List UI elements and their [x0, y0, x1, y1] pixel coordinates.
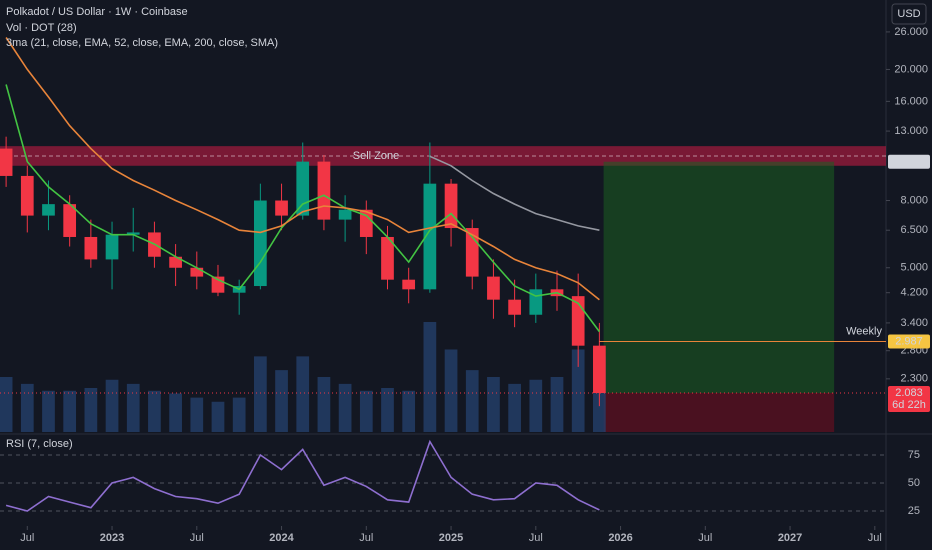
moving-average — [5, 37, 600, 301]
x-tick-label: Jul — [20, 532, 34, 544]
volume-bar — [508, 383, 521, 432]
main-pane: Weekly Sell Zone — [0, 37, 886, 432]
candle-body — [63, 204, 77, 237]
volume-bar — [402, 390, 416, 432]
y-tick-label: 4.200 — [900, 287, 928, 299]
volume-bar — [148, 390, 161, 432]
volume-bar — [317, 377, 331, 432]
y-tick-label: 13.000 — [894, 125, 928, 137]
candle-body — [402, 279, 416, 290]
volume-bar — [423, 322, 437, 432]
candle-body — [254, 200, 267, 287]
moving-average — [429, 155, 600, 231]
volume-bar — [359, 390, 373, 432]
rsi-tick-label: 50 — [908, 477, 920, 489]
x-tick-label: 2026 — [608, 532, 632, 544]
volume-bar — [105, 379, 119, 432]
candle-body — [105, 234, 119, 260]
candle-body — [84, 236, 98, 260]
volume-bar — [338, 383, 352, 432]
volume-bar — [169, 393, 182, 432]
volume-bar — [465, 370, 479, 432]
candle-body — [317, 161, 331, 220]
volume-bar — [20, 383, 34, 432]
weekly-label: Weekly — [846, 325, 882, 337]
candle-body — [20, 175, 34, 216]
y-tick-label: 3.400 — [900, 317, 928, 329]
volume-bar — [275, 370, 288, 432]
volume-bar — [84, 388, 98, 432]
y-tick-label: 20.000 — [894, 63, 928, 75]
volume-bar — [571, 349, 585, 432]
candle-body — [444, 183, 458, 229]
x-tick-label: Jul — [190, 532, 204, 544]
candle-body — [296, 161, 310, 216]
y-tick-label: 8.000 — [900, 194, 928, 206]
x-tick-label: Jul — [359, 532, 373, 544]
volume-bar — [0, 377, 13, 432]
loss-zone — [603, 393, 835, 432]
weekly-price-label: 2.987 — [895, 335, 923, 347]
last-price-label: 2.083 — [895, 387, 923, 399]
rsi-title: RSI (7, close) — [6, 438, 73, 450]
weekly-price-label-bg — [888, 334, 930, 349]
profit-zone — [603, 161, 835, 394]
volume-bar — [63, 390, 77, 432]
y-tick-label: 2.300 — [900, 373, 928, 385]
candle-body — [126, 232, 140, 235]
last-price-label-countdown: 6d 22h — [892, 399, 926, 411]
volume-bar — [550, 377, 564, 432]
candle-body — [381, 236, 394, 280]
volume-bar — [296, 356, 310, 432]
candle-body — [487, 276, 500, 300]
candle-body — [190, 267, 204, 277]
last-price-label-bg — [888, 386, 930, 413]
ma-title: 3ma (21, close, EMA, 52, close, EMA, 200… — [6, 37, 278, 49]
rsi-tick-label: 75 — [908, 449, 920, 461]
candle-body — [338, 209, 352, 220]
y-tick-label: 5.000 — [900, 262, 928, 274]
candle-body — [508, 299, 521, 315]
currency[interactable]: USD — [897, 8, 920, 20]
y-tick-label: 16.000 — [894, 95, 928, 107]
sell-zone-label: Sell Zone — [353, 150, 399, 162]
y-tick-label: 26.000 — [894, 26, 928, 38]
candle-body — [275, 200, 288, 216]
volume-title: Vol · DOT (28) — [6, 22, 77, 34]
candle-body — [359, 209, 373, 237]
candle-body — [169, 256, 182, 268]
volume-bar — [444, 349, 458, 432]
rsi-tick-label: 25 — [908, 505, 920, 517]
volume-bar — [190, 397, 204, 432]
volume-bar — [487, 377, 500, 432]
candle-body — [593, 345, 606, 394]
candle-body — [0, 148, 13, 176]
chart-title: Polkadot / US Dollar · 1W · Coinbase — [6, 6, 188, 18]
x-tick-label: Jul — [698, 532, 712, 544]
volume-bar — [42, 390, 55, 432]
target-price-label-bg — [888, 154, 930, 169]
x-tick-label: 2024 — [269, 532, 294, 544]
candle-body — [42, 204, 55, 216]
volume-bar — [126, 383, 140, 432]
x-tick-label: 2023 — [100, 532, 124, 544]
x-tick-label: 2025 — [439, 532, 463, 544]
currency-button[interactable] — [891, 3, 927, 25]
y-tick-label: 6.500 — [900, 224, 928, 236]
candle-body — [423, 183, 437, 290]
volume-bar — [381, 388, 394, 432]
volume-bar — [232, 397, 246, 432]
volume-bar — [254, 356, 267, 432]
x-tick-label: Jul — [529, 532, 543, 544]
rsi-line — [5, 439, 600, 512]
volume-bar — [211, 401, 225, 432]
moving-average — [5, 84, 601, 333]
volume-bar — [529, 379, 543, 432]
x-tick-label: 2027 — [778, 532, 802, 544]
x-tick-label: Jul — [868, 532, 882, 544]
target-price-label: 10.492 — [892, 156, 926, 168]
